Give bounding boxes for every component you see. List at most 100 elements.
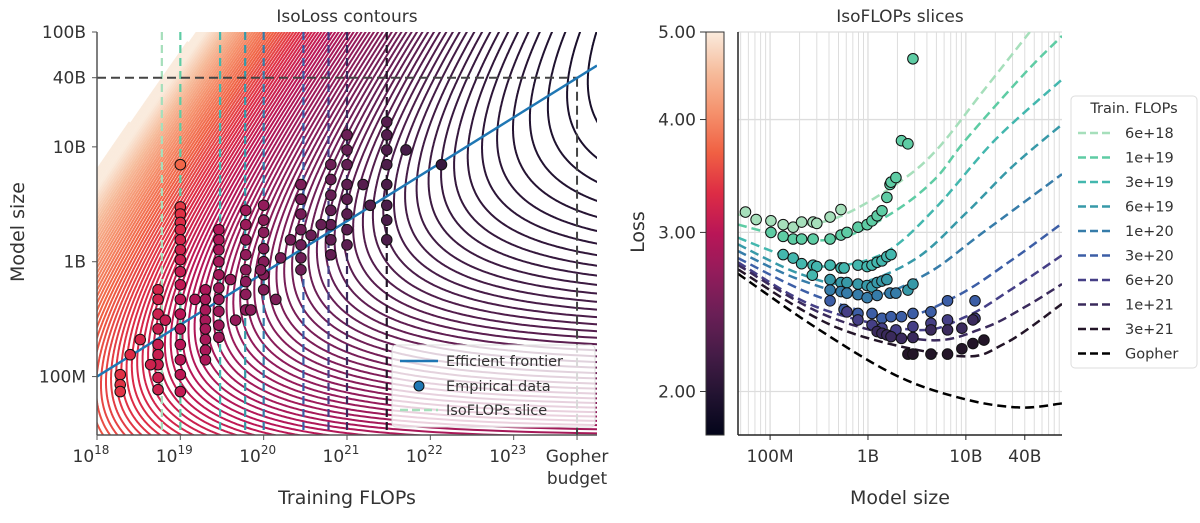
empirical-point [435, 158, 448, 171]
x-tick-label: 1023 [489, 443, 526, 467]
isoflop-point [824, 233, 836, 245]
empirical-point [152, 371, 164, 384]
isoloss-panel: IsoLoss contours 1018 1019 1020 1021 1022 102… [0, 7, 608, 509]
isoloss-contour [97, 32, 228, 225]
isoflop-point [907, 331, 919, 344]
isoflop-point [885, 248, 897, 261]
empirical-point [174, 323, 187, 335]
legend-label: 6e+19 [1125, 200, 1174, 216]
isoflop-point [777, 230, 789, 243]
isoflop-point [941, 314, 954, 326]
isoloss-contour [97, 32, 216, 206]
isoflop-point [967, 337, 979, 350]
isoflop-point [895, 332, 908, 345]
isoloss-contour [199, 32, 532, 435]
isoloss-contour [105, 32, 289, 435]
isoflop-point [787, 221, 799, 234]
empirical-point [174, 243, 187, 256]
isoloss-contour [97, 32, 284, 435]
tick-exponent: 23 [511, 443, 526, 457]
empirical-point [380, 214, 393, 226]
isoloss-contour [0, 292, 6, 457]
empirical-point [325, 173, 337, 186]
isoloss-contour [415, 32, 597, 295]
empirical-point [341, 239, 353, 251]
isoflop-point [806, 269, 819, 281]
isoloss-contour [97, 32, 232, 234]
isoflop-point [861, 291, 873, 304]
empirical-point [325, 189, 337, 201]
isoloss-contour [97, 32, 247, 260]
isoloss-contour [97, 32, 214, 203]
isoloss-contour [125, 32, 301, 435]
isoflop-point [824, 211, 836, 223]
isoflop-point [969, 295, 981, 307]
isoloss-contour [97, 32, 218, 210]
right-x-ticks: 100M 1B 10B 40B [747, 435, 1041, 467]
right-title: IsoFLOPs slices [836, 7, 964, 27]
colorbar [705, 31, 725, 436]
isoloss-contour [206, 32, 597, 435]
isoflop-point [824, 295, 836, 307]
isoloss-contour [496, 32, 597, 233]
isoloss-contour [307, 32, 597, 369]
isoflop-point [810, 217, 823, 230]
empirical-point [213, 243, 225, 256]
empirical-point [341, 178, 353, 191]
isoflop-point [871, 289, 883, 302]
isoflop-point [876, 204, 888, 217]
isoloss-contour [97, 32, 242, 251]
isoflop-point [890, 287, 902, 299]
isoflop-point [824, 273, 836, 286]
empirical-point [341, 193, 353, 206]
isoloss-contour [546, 32, 597, 184]
empirical-point [239, 264, 252, 276]
isoloss-contour [427, 32, 597, 286]
empirical-point [400, 144, 412, 156]
empirical-point [174, 265, 187, 278]
isoloss-contour [342, 32, 597, 346]
legend-empirical-marker [413, 380, 425, 392]
isoloss-contour [393, 32, 597, 311]
isoflop-point [824, 259, 836, 271]
isoflop-point [765, 215, 777, 227]
isoloss-contour [152, 32, 317, 435]
isoloss-contour [212, 32, 597, 431]
empirical-point [229, 314, 242, 326]
isoloss-contour [97, 32, 210, 196]
isoflop-point [795, 257, 808, 270]
right-grid [738, 31, 1062, 435]
isoflop-fit-curve [738, 264, 1062, 342]
empirical-point [174, 368, 187, 381]
isoflop-point [907, 348, 919, 360]
empirical-point [325, 158, 337, 171]
isoflop-point [841, 226, 853, 239]
empirical-point [239, 275, 252, 288]
empirical-point [341, 144, 353, 156]
tick-exponent: 19 [178, 443, 193, 457]
x-tick-label: 40B [1008, 447, 1041, 467]
empirical-point [174, 253, 187, 266]
isoloss-contour [181, 32, 335, 435]
empirical-point [159, 314, 172, 326]
empirical-point [174, 353, 187, 366]
isoflop-point [795, 216, 808, 228]
isoloss-contour [97, 32, 235, 238]
empirical-point [152, 323, 164, 335]
left-legend: Efficient frontier Empirical data IsoFLO… [391, 344, 596, 428]
isoflop-fit-curve [738, 32, 1031, 226]
empirical-point [189, 293, 201, 306]
empirical-point [152, 383, 164, 396]
isoflop-point [750, 213, 762, 226]
isoloss-contour [333, 32, 597, 352]
isoloss-contour [97, 32, 259, 287]
isoflop-point [895, 310, 908, 323]
empirical-point [124, 348, 136, 361]
empirical-point [152, 293, 164, 306]
isoloss-contour [466, 32, 597, 257]
empirical-point [364, 199, 377, 212]
isoloss-contour [253, 32, 597, 405]
empirical-point [295, 252, 307, 264]
